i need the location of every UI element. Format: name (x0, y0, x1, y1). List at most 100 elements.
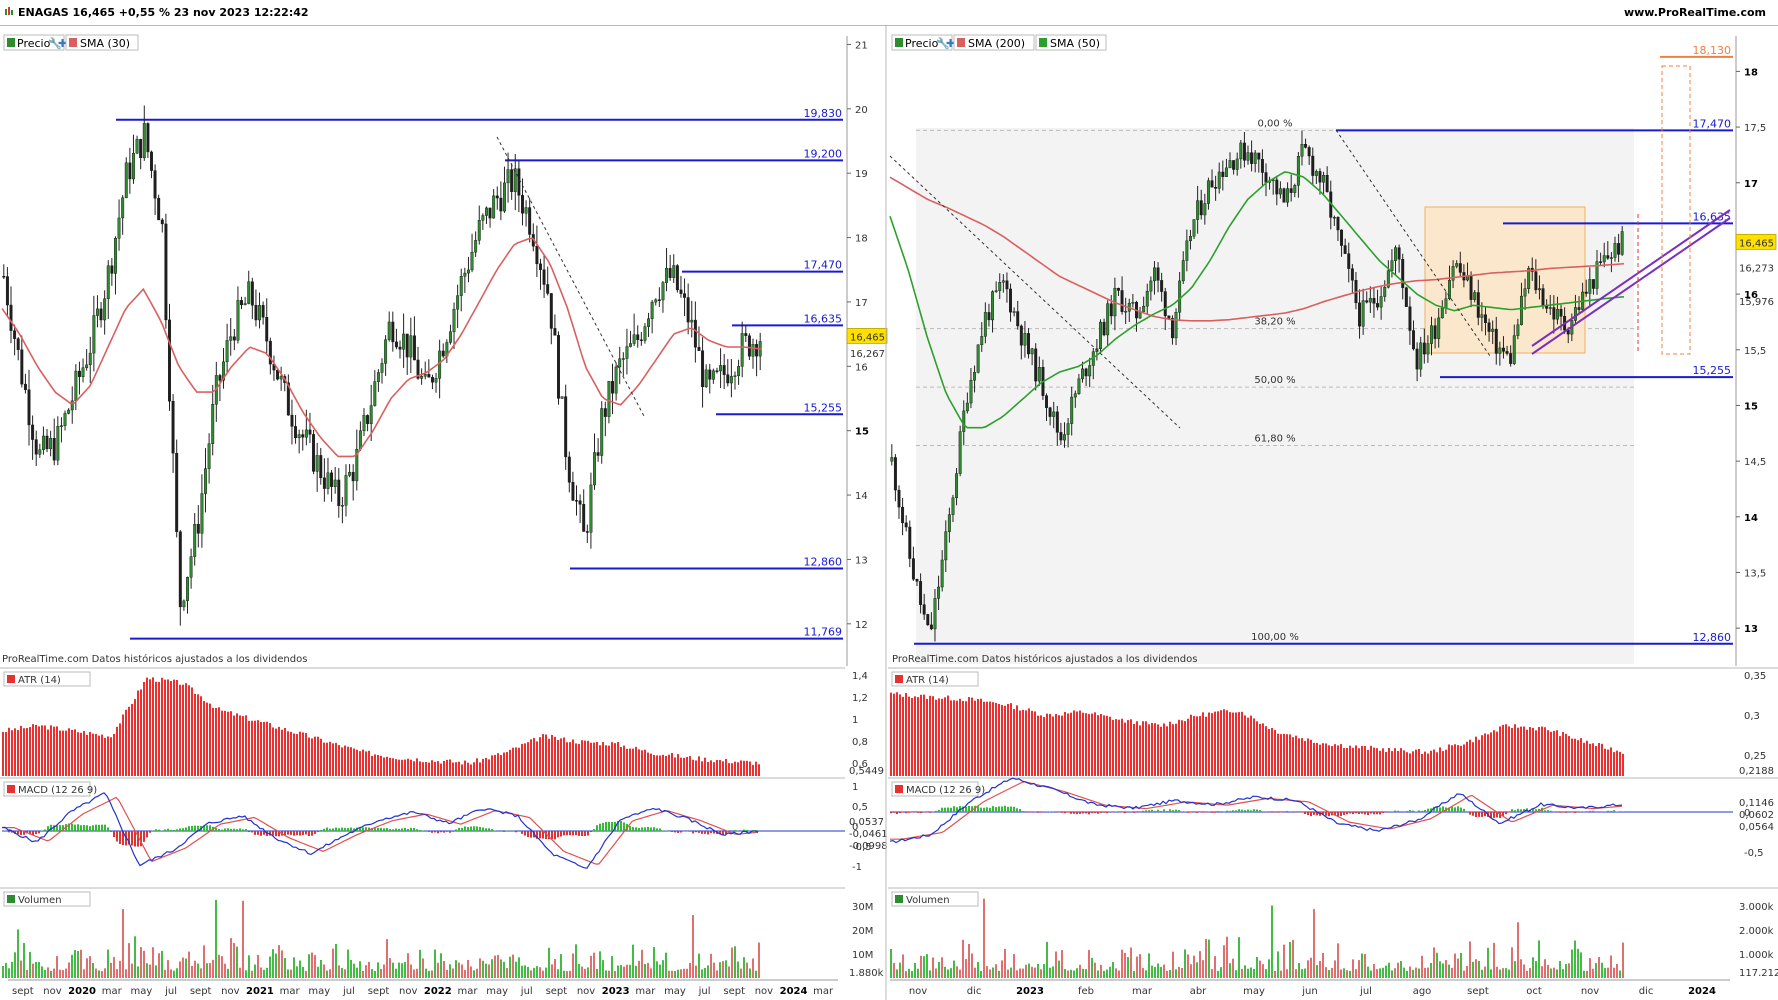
left-atr-panel[interactable]: ATR (14) 1,41,210,80,60,5449 (0, 671, 884, 779)
candle-body (629, 343, 632, 347)
volume-bar (1214, 956, 1216, 978)
volume-bar (1343, 968, 1345, 978)
volume-bar (1520, 959, 1522, 978)
volume-bar (1112, 961, 1114, 978)
wrench-icon[interactable]: 🔧 (936, 36, 950, 50)
candle-body (1383, 287, 1387, 297)
candle-body (575, 500, 578, 502)
volume-bar (1535, 960, 1537, 978)
volume-bar (1028, 963, 1030, 978)
candle-body (387, 321, 391, 340)
candle-body (384, 339, 388, 364)
macd-hist-bar (1481, 812, 1483, 817)
candle-body (1368, 298, 1372, 303)
volume-bar (503, 961, 505, 978)
atr-axis-label: 1,2 (852, 693, 868, 704)
volume-bar (923, 956, 925, 978)
volume-bar (1133, 971, 1135, 978)
right-sma50-line (889, 171, 1625, 429)
price-legend-icon-right (895, 38, 903, 47)
macd-hist-bar (1013, 806, 1015, 812)
atr-bar (1052, 716, 1054, 776)
atr-bar (536, 741, 538, 776)
macd-hist-bar (722, 831, 724, 835)
macd-hist-bar (455, 829, 457, 831)
candle-body (1178, 280, 1182, 313)
atr-bar (452, 762, 454, 776)
macd-hist-bar (1217, 811, 1219, 812)
volume-bar (1469, 941, 1471, 978)
volume-bar (1391, 970, 1393, 978)
volume-bar (1040, 969, 1042, 978)
candle-body (1487, 322, 1491, 332)
macd-hist-bar (1364, 812, 1366, 815)
atr-bar (1493, 730, 1495, 776)
left-price-panel[interactable] (0, 36, 845, 666)
atr-bar (1154, 723, 1156, 776)
candle-body (1573, 307, 1577, 321)
macd-hist-bar (134, 831, 136, 847)
atr-bar (437, 761, 439, 776)
volume-bar (710, 953, 712, 978)
macd-hist-bar (416, 829, 418, 831)
atr-bar (314, 736, 316, 776)
macd-hist-bar (206, 825, 208, 831)
macd-hist-bar (1499, 812, 1501, 819)
candle-body (726, 374, 730, 384)
wrench-icon[interactable]: 🔧 (48, 36, 62, 50)
right-atr-panel[interactable]: ATR (14) 0,350,30,250,2188 (888, 671, 1778, 779)
axis-tick-label: 14 (1744, 513, 1758, 524)
candle-body (1613, 243, 1617, 258)
candle-body (196, 524, 200, 534)
fib-label: 61,80 % (1254, 434, 1295, 445)
atr-bar (1310, 739, 1312, 776)
atr-bar (521, 743, 523, 776)
macd-hist-bar (374, 828, 376, 831)
candle-body (1167, 315, 1171, 319)
macd-hist-bar (161, 830, 163, 831)
atr-bar (1028, 708, 1030, 776)
volume-bar (14, 952, 16, 978)
candle-body (636, 334, 640, 340)
volume-bar (11, 961, 13, 978)
time-axis-label: mar (280, 986, 301, 997)
right-footer-note: ProRealTime.com Datos históricos ajustad… (892, 653, 1197, 665)
candle-body (1502, 347, 1505, 352)
atr-bar (293, 733, 295, 776)
volume-bar (1121, 949, 1123, 978)
atr-bar (353, 748, 355, 776)
atr-bar (611, 742, 613, 776)
left-macd-panel[interactable]: MACD (12 26 9) 10,50-0,5-10,0537-0,0461-0… (0, 781, 888, 889)
candle-body (1466, 276, 1469, 281)
fib-label: 100,00 % (1251, 632, 1299, 643)
plus-icon[interactable]: ✚ (946, 37, 955, 50)
atr-bar (404, 759, 406, 776)
atr-value-label: 0,2188 (1739, 766, 1774, 777)
plus-icon[interactable]: ✚ (58, 37, 67, 50)
macd-hist-bar (1187, 812, 1189, 813)
macd-hist-bar (485, 828, 487, 831)
atr-bar (1616, 750, 1618, 776)
macd-hist-bar (476, 826, 478, 831)
atr-bar (1013, 709, 1015, 776)
axis-tick-label: 14,5 (1744, 457, 1766, 468)
volume-bar (1400, 961, 1402, 978)
volume-bar (35, 961, 37, 978)
macd-hist-bar (353, 828, 355, 831)
site-url[interactable]: www.ProRealTime.com (1623, 6, 1766, 19)
candle-body (294, 426, 298, 439)
macd-hist-bar (593, 829, 595, 831)
atr-bar (1043, 716, 1045, 776)
candle-body (229, 336, 233, 341)
candle-body (719, 365, 723, 372)
panel-title: Volumen (906, 895, 950, 906)
atr-bar (938, 698, 940, 776)
macd-hist-bar (1418, 810, 1420, 812)
macd-hist-bar (941, 807, 943, 812)
macd-hist-bar (1394, 810, 1396, 812)
atr-bar (1457, 745, 1459, 776)
candle-body (1516, 324, 1520, 336)
